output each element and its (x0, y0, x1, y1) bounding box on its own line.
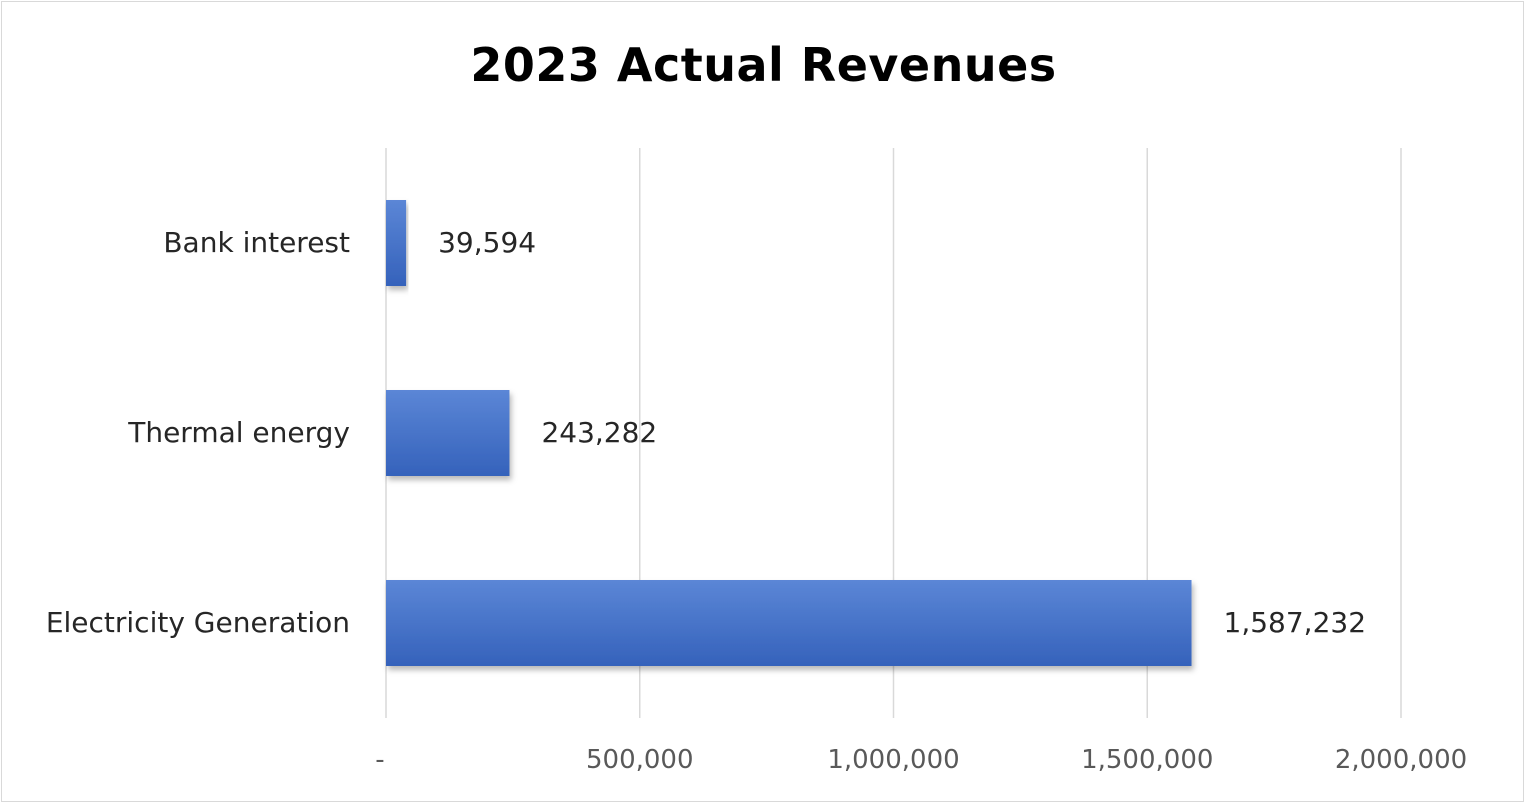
category-label: Bank interest (163, 226, 350, 259)
category-label: Thermal energy (127, 416, 350, 449)
data-label: 39,594 (438, 226, 536, 259)
x-tick-label: - (375, 745, 384, 775)
bar-electricity-generation (386, 580, 1192, 666)
category-label: Electricity Generation (46, 606, 350, 639)
x-tick-label: 1,000,000 (827, 745, 959, 775)
x-tick-label: 1,500,000 (1081, 745, 1213, 775)
bars (386, 200, 1192, 666)
bar-bank-interest (386, 200, 407, 286)
data-label: 1,587,232 (1224, 606, 1367, 639)
x-tick-label: 500,000 (586, 745, 694, 775)
labels: - 500,000 1,000,000 1,500,000 2,000,000 Bank … (46, 226, 1467, 775)
bar-thermal-energy (386, 390, 510, 476)
data-label: 243,282 (541, 416, 657, 449)
chart-title: 2023 Actual Revenues (470, 38, 1057, 92)
x-tick-label: 2,000,000 (1335, 745, 1467, 775)
